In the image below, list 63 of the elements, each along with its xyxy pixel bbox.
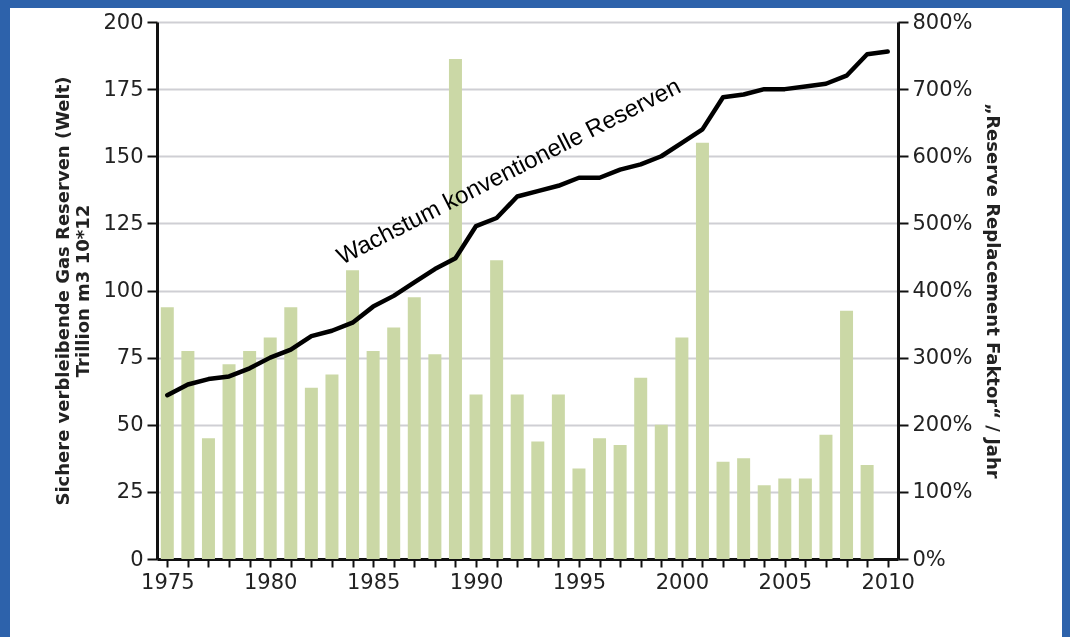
bar (716, 461, 730, 559)
bar (325, 374, 339, 559)
bar (757, 485, 771, 559)
y-axis-title: Sichere verbleibende Gas Reserven (Welt) Trillion m3 10*12 (52, 76, 94, 506)
bar (695, 142, 709, 559)
y-tick-label: 125 (103, 210, 144, 235)
x-tick-label: 1990 (449, 569, 504, 594)
bar (222, 364, 236, 559)
y-tick-label: 175 (103, 76, 144, 101)
bar (613, 444, 627, 559)
bar (819, 434, 833, 559)
bar (181, 350, 195, 559)
y-tick-label: 150 (103, 143, 144, 168)
bar (634, 377, 648, 559)
y2-tick-label: 0% (912, 546, 946, 571)
y2-tick-label: 800% (912, 9, 973, 34)
y2-tick-label: 600% (912, 143, 973, 168)
bar (263, 337, 277, 559)
bar (798, 478, 812, 559)
bar (160, 307, 174, 559)
bar (860, 465, 874, 559)
x-tick-label: 2010 (861, 569, 915, 594)
bar (407, 297, 421, 559)
x-tick-label: 2005 (758, 569, 813, 594)
bar (778, 478, 792, 559)
bar (428, 354, 442, 559)
y2-tick-label: 700% (912, 76, 973, 101)
y-tick-label: 50 (116, 412, 144, 437)
y-tick-label: 200 (103, 9, 144, 34)
bar (593, 438, 607, 559)
x-tick-label: 1975 (141, 569, 195, 594)
y-tick-label: 100 (103, 278, 144, 302)
bar (201, 438, 215, 559)
y2-tick-label: 200% (912, 412, 973, 437)
bar (654, 424, 668, 559)
y2-tick-label: 400% (912, 278, 973, 302)
y2-tick-label: 100% (912, 479, 973, 504)
bar (387, 327, 401, 559)
line-series (165, 49, 890, 398)
y-tick-label: 0 (130, 546, 144, 571)
bar (346, 270, 360, 559)
bar (840, 310, 854, 559)
bar (551, 394, 565, 559)
y2-tick-label: 500% (912, 210, 973, 235)
bar (572, 468, 586, 559)
y2-tick-label: 300% (912, 345, 973, 370)
bar (490, 260, 504, 559)
y-tick-label: 25 (116, 479, 144, 504)
bar (304, 387, 318, 559)
x-tick-label: 2000 (655, 569, 710, 594)
y2-axis-title: „Reserve Replacement Faktor“ / Jahr (982, 103, 1004, 479)
bar (737, 458, 751, 559)
bar (284, 307, 298, 559)
y-tick-label: 75 (116, 345, 144, 370)
bar (531, 441, 545, 559)
bar (510, 394, 524, 559)
bar (366, 350, 380, 559)
x-tick-label: 1985 (346, 569, 401, 594)
bar (469, 394, 483, 559)
bar (675, 337, 689, 559)
x-tick-label: 1995 (552, 569, 607, 594)
bar (243, 350, 257, 559)
x-tick-label: 1980 (243, 569, 298, 594)
